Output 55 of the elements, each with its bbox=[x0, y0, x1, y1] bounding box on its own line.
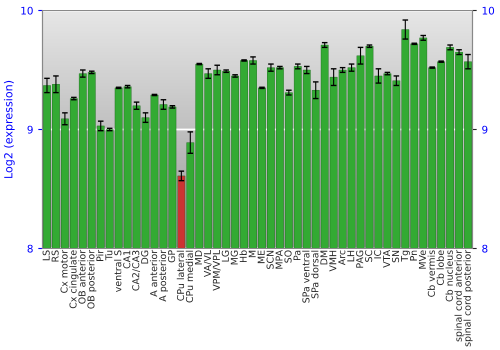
x-tick-label: Tg bbox=[401, 250, 410, 262]
x-tick-label: CA2/CA3 bbox=[132, 250, 140, 291]
y2-tick-label: 9 bbox=[482, 126, 488, 134]
x-tick-label: CPu medial bbox=[186, 250, 194, 303]
x-tick-label: LS bbox=[42, 250, 50, 260]
y2-tick-label: 10 bbox=[482, 6, 494, 15]
y-tick-label: 10 bbox=[21, 6, 33, 15]
x-tick-label: ventral S bbox=[114, 250, 122, 292]
x-tick-label: VPM/VPL bbox=[212, 250, 221, 291]
x-tick-label: CPu lateral bbox=[176, 250, 184, 301]
x-tick-label: SN bbox=[392, 250, 400, 262]
x-tick-label: MPA bbox=[276, 250, 282, 269]
x-tick-label: MG bbox=[230, 250, 238, 264]
x-tick-label: Cb vermis bbox=[428, 250, 435, 297]
x-tick-label: MVe bbox=[418, 250, 426, 269]
x-tick-label: ME bbox=[258, 250, 265, 264]
x-tick-label: LG bbox=[222, 250, 229, 262]
x-tick-label: LH bbox=[347, 250, 354, 262]
x-tick-label: SO bbox=[284, 250, 292, 263]
x-tick-label: spinal cord posterior bbox=[463, 250, 473, 346]
x-tick-label: A anterior bbox=[150, 250, 158, 297]
x-tick-label: DM bbox=[320, 250, 328, 264]
x-tick-label: RS bbox=[52, 250, 59, 262]
y-tick-label: 9 bbox=[28, 126, 33, 134]
y-axis-title: Log2 (expression) bbox=[4, 80, 15, 178]
x-tick-label: PAG bbox=[356, 250, 364, 268]
x-tick-label: Cb lobe bbox=[436, 250, 444, 286]
x-tick-label: VMH bbox=[329, 250, 336, 272]
x-tick-label: SCN bbox=[266, 250, 274, 269]
x-tick-label: Tu bbox=[105, 250, 112, 260]
x-tick-label: GP bbox=[168, 250, 176, 262]
x-tick-label: VA/VL bbox=[204, 250, 212, 278]
x-tick-label: Cx cingulate bbox=[69, 250, 78, 308]
x-tick-label: Cb nucleus bbox=[446, 250, 453, 302]
x-tick-label: Cx motor bbox=[60, 250, 68, 293]
x-tick-label: SPa ventral bbox=[302, 250, 310, 303]
x-tick-label: Hb bbox=[239, 250, 247, 262]
x-tick-label: Arc bbox=[338, 250, 346, 266]
x-tick-label: MD bbox=[194, 250, 202, 264]
x-tick-label: A posterior bbox=[158, 250, 168, 302]
x-tick-label: CA1 bbox=[123, 250, 130, 268]
y-tick-label: 8 bbox=[28, 244, 33, 253]
x-tick-label: spinal cord anterior bbox=[454, 250, 464, 342]
x-tick-label: Pa bbox=[294, 250, 301, 260]
y2-tick-label: 8 bbox=[482, 244, 488, 253]
x-tick-label: VTA bbox=[383, 250, 390, 268]
x-tick-label: OB posterior bbox=[87, 250, 96, 309]
x-tick-label: Pir bbox=[96, 250, 104, 261]
x-tick-label: M bbox=[248, 250, 256, 258]
x-tick-label: Pn bbox=[410, 250, 417, 260]
x-tick-label: OB anterior bbox=[78, 250, 86, 304]
x-tick-label: IC bbox=[374, 250, 382, 258]
x-tick-label: SPa dorsal bbox=[311, 250, 318, 298]
x-tick-label: DG bbox=[141, 250, 148, 264]
x-tick-label: SC bbox=[365, 250, 372, 262]
